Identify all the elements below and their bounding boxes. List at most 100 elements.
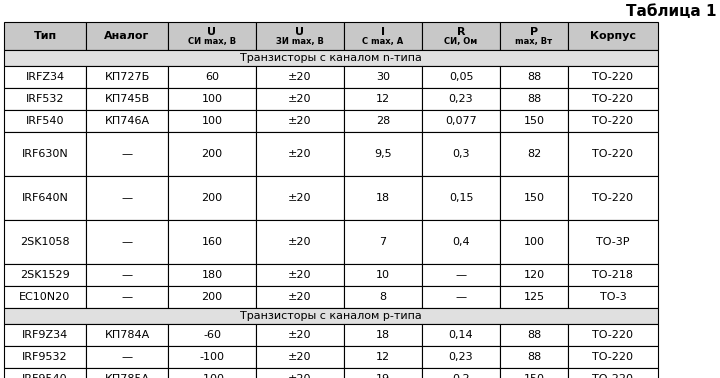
Bar xyxy=(344,66,422,88)
Text: TO-220: TO-220 xyxy=(593,193,634,203)
Text: 88: 88 xyxy=(527,72,541,82)
Bar xyxy=(422,176,500,220)
Bar xyxy=(86,346,168,368)
Text: ±20: ±20 xyxy=(288,270,312,280)
Bar xyxy=(422,346,500,368)
Bar xyxy=(256,176,344,220)
Text: 60: 60 xyxy=(205,72,219,82)
Text: TO-3: TO-3 xyxy=(600,292,626,302)
Text: 150: 150 xyxy=(523,193,544,203)
Bar xyxy=(256,286,344,308)
Bar xyxy=(422,88,500,110)
Text: 8: 8 xyxy=(379,292,387,302)
Text: —: — xyxy=(122,270,132,280)
Text: СИ, Ом: СИ, Ом xyxy=(444,37,477,46)
Text: —: — xyxy=(122,292,132,302)
Bar xyxy=(344,286,422,308)
Text: 82: 82 xyxy=(527,149,541,159)
Bar xyxy=(344,324,422,346)
Text: КП727Б: КП727Б xyxy=(104,72,150,82)
Text: IRF532: IRF532 xyxy=(26,94,64,104)
Text: 12: 12 xyxy=(376,352,390,362)
Text: СИ max, В: СИ max, В xyxy=(188,37,236,46)
Text: ±20: ±20 xyxy=(288,237,312,247)
Bar xyxy=(500,176,568,220)
Bar xyxy=(256,22,344,50)
Text: 7: 7 xyxy=(379,237,387,247)
Text: ЗИ max, В: ЗИ max, В xyxy=(276,37,324,46)
Bar xyxy=(256,346,344,368)
Text: IRF640N: IRF640N xyxy=(22,193,68,203)
Text: ±20: ±20 xyxy=(288,292,312,302)
Bar xyxy=(422,368,500,378)
Text: ±20: ±20 xyxy=(288,330,312,340)
Text: TO-220: TO-220 xyxy=(593,149,634,159)
Text: 200: 200 xyxy=(202,149,222,159)
Bar xyxy=(344,88,422,110)
Bar xyxy=(168,286,256,308)
Text: ±20: ±20 xyxy=(288,72,312,82)
Bar xyxy=(422,132,500,176)
Text: TO-220: TO-220 xyxy=(593,116,634,126)
Bar xyxy=(568,264,658,286)
Bar xyxy=(4,368,86,378)
Bar xyxy=(168,110,256,132)
Bar xyxy=(500,22,568,50)
Text: ±20: ±20 xyxy=(288,94,312,104)
Text: 19: 19 xyxy=(376,374,390,378)
Text: TO-218: TO-218 xyxy=(593,270,634,280)
Bar xyxy=(168,176,256,220)
Bar xyxy=(256,66,344,88)
Text: TO-220: TO-220 xyxy=(593,374,634,378)
Bar xyxy=(4,110,86,132)
Text: ±20: ±20 xyxy=(288,374,312,378)
Bar xyxy=(86,220,168,264)
Text: КП785А: КП785А xyxy=(104,374,150,378)
Bar xyxy=(4,50,658,66)
Bar xyxy=(500,264,568,286)
Bar xyxy=(344,110,422,132)
Bar xyxy=(500,286,568,308)
Text: 125: 125 xyxy=(523,292,544,302)
Text: IRF9532: IRF9532 xyxy=(22,352,68,362)
Text: -100: -100 xyxy=(199,374,225,378)
Bar xyxy=(568,368,658,378)
Bar xyxy=(256,220,344,264)
Text: 160: 160 xyxy=(202,237,222,247)
Text: КП746А: КП746А xyxy=(104,116,150,126)
Text: max, Вт: max, Вт xyxy=(516,37,552,46)
Bar xyxy=(568,22,658,50)
Text: 0,2: 0,2 xyxy=(452,374,470,378)
Text: КП784А: КП784А xyxy=(104,330,150,340)
Bar xyxy=(86,368,168,378)
Bar xyxy=(168,324,256,346)
Text: 0,05: 0,05 xyxy=(449,72,473,82)
Bar xyxy=(4,264,86,286)
Text: 120: 120 xyxy=(523,270,544,280)
Text: Транзисторы с каналом р-типа: Транзисторы с каналом р-типа xyxy=(240,311,422,321)
Bar xyxy=(168,220,256,264)
Text: TO-220: TO-220 xyxy=(593,72,634,82)
Text: 0,15: 0,15 xyxy=(449,193,473,203)
Bar xyxy=(422,264,500,286)
Text: 2SK1529: 2SK1529 xyxy=(20,270,70,280)
Text: U: U xyxy=(295,27,305,37)
Bar xyxy=(500,368,568,378)
Bar xyxy=(422,22,500,50)
Text: КП745В: КП745В xyxy=(104,94,150,104)
Text: 18: 18 xyxy=(376,330,390,340)
Text: -60: -60 xyxy=(203,330,221,340)
Bar xyxy=(256,110,344,132)
Bar xyxy=(86,110,168,132)
Bar xyxy=(86,88,168,110)
Text: 88: 88 xyxy=(527,352,541,362)
Text: 0,23: 0,23 xyxy=(449,352,473,362)
Bar xyxy=(568,176,658,220)
Bar xyxy=(568,110,658,132)
Bar xyxy=(4,308,658,324)
Text: 100: 100 xyxy=(202,94,222,104)
Text: P: P xyxy=(530,27,538,37)
Text: —: — xyxy=(122,149,132,159)
Text: 0,3: 0,3 xyxy=(452,149,469,159)
Bar xyxy=(86,66,168,88)
